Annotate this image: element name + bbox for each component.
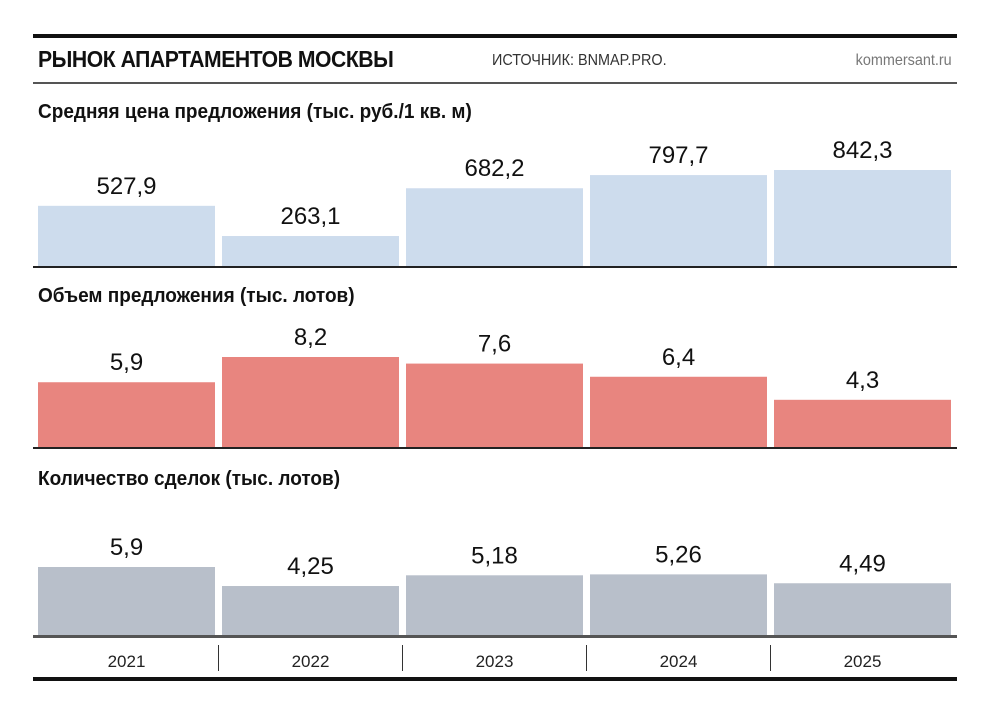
bar-2025 [774,170,951,266]
value-label-2024: 797,7 [648,142,708,169]
value-label-2024: 5,26 [655,541,702,568]
x-tick-label: 2024 [660,652,698,671]
panel-title-price: Средняя цена предложения (тыс. руб./1 кв… [38,101,472,123]
site-credit: kommersant.ru [855,52,952,69]
value-label-2022: 4,25 [287,553,334,580]
value-label-2022: 263,1 [280,203,340,230]
bar-2021 [38,567,215,635]
baseline [33,266,957,268]
bottom-rule [33,677,957,681]
bar-2025 [774,583,951,635]
bar-2024 [590,376,767,447]
value-label-2022: 8,2 [294,324,327,351]
value-label-2025: 4,49 [839,550,886,577]
value-label-2023: 682,2 [464,155,524,182]
top-rule [33,34,957,38]
x-tick-label: 2021 [108,652,146,671]
bar-2025 [774,399,951,447]
bar-2021 [38,382,215,447]
value-label-2021: 5,9 [110,349,143,376]
chart-title: РЫНОК АПАРТАМЕНТОВ МОСКВЫ [38,46,394,72]
bar-2022 [222,236,399,266]
value-label-2023: 5,18 [471,542,518,569]
bar-2024 [590,175,767,266]
x-tick-label: 2023 [476,652,514,671]
source-note: ИСТОЧНИК: BNMAP.PRO. [492,52,667,69]
header-rule [33,82,957,84]
value-label-2025: 4,3 [846,367,879,394]
value-label-2024: 6,4 [662,344,695,371]
baseline [33,447,957,449]
value-label-2025: 842,3 [832,137,892,164]
value-label-2023: 7,6 [478,331,511,358]
bar-2022 [222,586,399,635]
value-label-2021: 527,9 [96,173,156,200]
x-tick-label: 2025 [844,652,882,671]
bar-2024 [590,574,767,635]
bar-2023 [406,363,583,447]
baseline [33,635,957,638]
bar-2022 [222,357,399,447]
value-label-2021: 5,9 [110,534,143,561]
bar-2023 [406,188,583,266]
x-tick-label: 2022 [292,652,330,671]
bar-2021 [38,205,215,266]
bar-2023 [406,575,583,635]
panel-title-deals: Количество сделок (тыс. лотов) [38,468,341,490]
panel-title-supply: Объем предложения (тыс. лотов) [38,285,355,307]
